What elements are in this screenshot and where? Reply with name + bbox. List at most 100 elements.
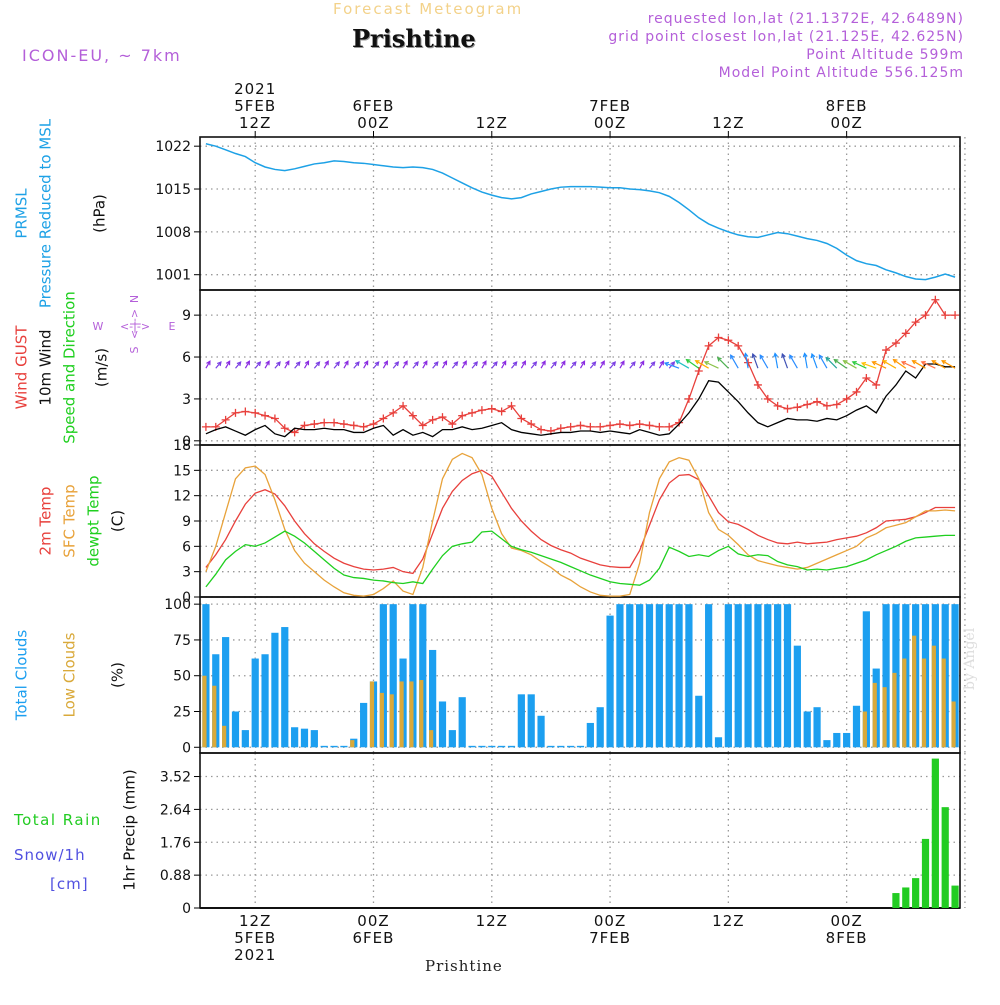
gust-marker: [339, 420, 348, 429]
wind-arrow: [912, 360, 926, 369]
wind-arrow-head: [694, 360, 700, 365]
y-axis-label: (%): [109, 662, 127, 688]
total-cloud-bar: [764, 604, 772, 748]
y-tick-label: 0: [182, 434, 191, 450]
low-cloud-bar: [912, 635, 917, 748]
gust-marker: [438, 413, 447, 422]
gust-marker: [842, 394, 851, 403]
wind-arrow-head: [900, 361, 907, 366]
wind-arrow: [264, 360, 270, 369]
low-cloud-bar: [951, 701, 956, 748]
gust-marker: [379, 414, 388, 423]
total-cloud-bar: [714, 737, 723, 748]
precip-axis-label: 1hr Precip (mm): [121, 769, 139, 890]
gust-marker: [941, 311, 950, 320]
total-cloud-bar: [813, 707, 821, 748]
wind-arrow-head: [344, 360, 349, 366]
wind-arrow-head: [383, 360, 388, 366]
wind-arrow: [530, 361, 537, 369]
wind-arrow-head: [580, 360, 586, 366]
pressure-line: [205, 143, 956, 281]
total-cloud-bar: [774, 604, 782, 748]
gust-marker: [517, 414, 526, 423]
compass-east: E: [169, 320, 176, 333]
wind-arrow: [629, 361, 636, 369]
gust-marker: [468, 408, 477, 417]
y-tick-label: 1001: [155, 268, 191, 284]
wind-arrow-head: [650, 361, 656, 367]
wind-line: [205, 363, 956, 438]
time-label-bottom: 00Z: [594, 912, 626, 930]
total-cloud-bar: [793, 645, 801, 748]
total-cloud-bar: [429, 649, 437, 748]
y-axis-label: 2m Temp: [37, 487, 55, 556]
gust-marker: [862, 373, 871, 382]
y-tick-label: 1008: [155, 225, 191, 241]
compass-south: S: [128, 346, 141, 353]
wind-arrow-head: [256, 361, 262, 367]
wind-arrow-head: [773, 352, 779, 358]
gust-marker: [606, 421, 615, 430]
total-cloud-bar: [803, 711, 811, 748]
wind-arrow-head: [295, 361, 301, 367]
gust-marker: [704, 341, 713, 350]
wind-arrow: [843, 360, 857, 369]
gust-marker: [694, 366, 703, 375]
total-cloud-bar: [251, 658, 259, 748]
gust-marker: [201, 422, 210, 431]
total-cloud-bar: [468, 745, 476, 748]
wind-arrow-head: [674, 360, 680, 365]
y-tick-label: 1015: [155, 182, 191, 198]
wind-arrow: [921, 361, 936, 369]
total-cloud-bar: [330, 745, 338, 748]
wind-arrow: [901, 361, 916, 369]
time-label-top: 12Z: [476, 114, 508, 132]
total-cloud-bar: [300, 728, 309, 748]
wind-arrow-head: [245, 360, 250, 366]
low-cloud-bar: [409, 681, 414, 748]
gust-marker: [310, 420, 319, 429]
total-cloud-bar: [271, 632, 279, 748]
wind-arrow: [852, 361, 867, 369]
y-axis-label: SFC Temp: [61, 484, 79, 557]
gust-marker: [241, 407, 250, 416]
wind-arrow: [471, 361, 478, 369]
y-tick-label: 0.88: [160, 868, 191, 884]
y-tick-label: 9: [182, 308, 191, 324]
grid-point-coords: grid point closest lon,lat (21.125E, 42.…: [608, 29, 964, 45]
wind-arrow: [872, 361, 887, 369]
y-tick-label: 0: [182, 740, 191, 756]
time-label-top: 7FEB: [589, 97, 631, 115]
wind-arrow: [215, 361, 222, 369]
wind-arrow-head: [285, 360, 290, 366]
gust-marker: [399, 401, 408, 410]
wind-arrow: [882, 360, 897, 369]
gust-marker: [300, 421, 309, 430]
wind-arrow: [461, 360, 467, 369]
gust-marker: [330, 418, 339, 427]
total-cloud-bar: [409, 604, 417, 748]
wind-arrow-head: [492, 361, 498, 367]
wind-arrow: [313, 361, 320, 369]
total-cloud-bar: [685, 604, 693, 748]
total-cloud-bar: [517, 694, 525, 748]
time-label-bottom: 00Z: [830, 912, 862, 930]
y-tick-label: 2.64: [160, 802, 191, 818]
gust-marker: [280, 424, 289, 433]
gust-marker: [872, 380, 881, 389]
model-point-altitude: Model Point Altitude 556.125m: [718, 65, 964, 81]
point-altitude: Point Altitude 599m: [806, 47, 964, 63]
gust-marker: [891, 339, 900, 348]
gust-marker: [793, 403, 802, 412]
gust-marker: [832, 400, 841, 409]
total-cloud-bar: [576, 745, 585, 748]
time-label-bottom: 12Z: [712, 912, 744, 930]
total-cloud-bar: [557, 745, 565, 748]
y-tick-label: 75: [173, 633, 191, 649]
dewpt-line: [205, 530, 956, 588]
y-axis-label: Total Clouds: [13, 630, 31, 722]
low-cloud-bar: [379, 692, 384, 748]
gust-marker: [556, 424, 565, 433]
low-cloud-bar: [921, 658, 927, 748]
wind-arrow-head: [851, 361, 857, 366]
